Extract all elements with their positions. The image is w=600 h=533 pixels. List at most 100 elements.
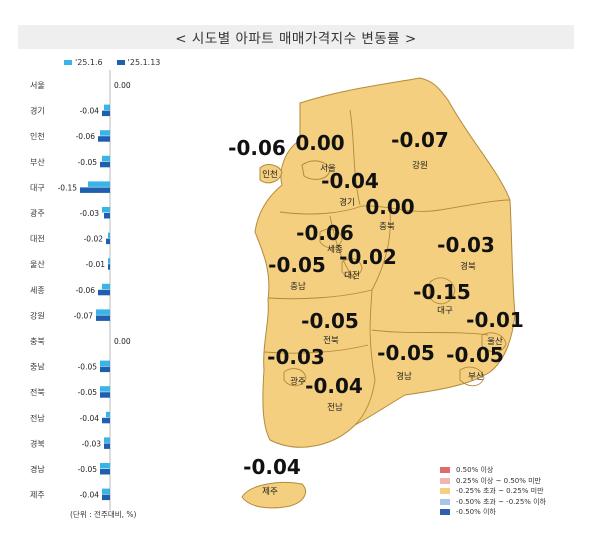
category-label: 경북 — [30, 438, 45, 448]
category-label: 강원 — [30, 310, 45, 320]
bar-series-2 — [80, 187, 110, 193]
daegu-outline — [429, 277, 456, 305]
bar-series-1 — [100, 463, 110, 469]
bar-series-1 — [102, 283, 110, 290]
region-value: -0.05 — [446, 343, 504, 367]
color-legend-item: -0.25% 초과 ~ 0.25% 미만 — [440, 486, 546, 497]
bar-series-1 — [102, 488, 110, 495]
category-label: 부산 — [30, 157, 45, 167]
legend-item-series-2: '25.1.13 — [116, 58, 161, 67]
bar-series-2 — [108, 264, 110, 270]
data-label: -0.06 — [76, 132, 96, 141]
bar-series-2 — [100, 392, 110, 398]
color-legend-label: -0.25% 초과 ~ 0.25% 미만 — [456, 487, 544, 496]
bar-series-1 — [96, 309, 110, 315]
color-legend-swatch — [440, 467, 450, 474]
region-name: 부산 — [468, 371, 484, 382]
chart-title: < 시도별 아파트 매매가격지수 변동률 > — [18, 25, 574, 49]
category-label: 전북 — [30, 387, 45, 397]
legend-label-series-1: '25.1.6 — [75, 58, 103, 67]
data-label: -0.05 — [78, 388, 98, 397]
bar-series-1 — [104, 437, 110, 443]
border-jeolla-gyeongnam — [354, 289, 376, 426]
category-label: 울산 — [30, 259, 45, 269]
bar-series-1 — [88, 181, 110, 187]
series-legend: '25.1.6 '25.1.13 — [64, 58, 160, 67]
region-name: 인천 — [262, 169, 278, 180]
mainland-shape — [254, 77, 516, 448]
legend-swatch-series-1 — [64, 60, 72, 65]
data-label: -0.03 — [82, 439, 102, 448]
region-name: 세종 — [327, 245, 343, 255]
bar-series-1 — [100, 360, 110, 367]
category-label: 충남 — [30, 363, 45, 372]
legend-swatch-series-2 — [116, 60, 125, 65]
region-value: -0.02 — [339, 245, 397, 269]
data-label: -0.02 — [84, 235, 104, 244]
data-label: -0.03 — [80, 209, 100, 218]
region-value: -0.04 — [243, 455, 301, 479]
color-legend-item: -0.50% 이하 — [440, 507, 546, 518]
color-legend: 0.50% 이상 0.25% 이상 ~ 0.50% 미만 -0.25% 초과 ~… — [440, 465, 546, 518]
region-name: 충북 — [379, 222, 395, 232]
region-value: -0.05 — [301, 309, 359, 333]
region-name: 경기 — [339, 197, 355, 208]
border-jeonbuk-jeonnam — [263, 344, 369, 354]
region-value: -0.05 — [268, 253, 326, 277]
region-value: -0.03 — [437, 233, 495, 257]
color-legend-label: 0.50% 이상 — [456, 466, 494, 475]
color-legend-swatch — [440, 488, 450, 495]
region-value: 0.00 — [295, 131, 344, 155]
ulsan-outline — [481, 332, 507, 353]
color-legend-label: 0.25% 이상 ~ 0.50% 미만 — [456, 476, 542, 485]
region-name: 경남 — [396, 371, 412, 382]
border-chungnam-chungbuk — [329, 215, 356, 281]
bar-series-1 — [104, 104, 110, 111]
region-name: 제주 — [262, 487, 278, 497]
bar-series-2 — [98, 289, 110, 296]
data-label: -0.15 — [58, 183, 78, 192]
bar-series-2 — [104, 443, 110, 449]
data-label: 0.00 — [114, 81, 131, 90]
border-gyeonggi-south — [279, 205, 363, 215]
border-gyeonggi-gangwon — [349, 109, 361, 206]
region-value: -0.15 — [413, 280, 471, 304]
bar-series-2 — [96, 315, 110, 321]
category-label: 충북 — [30, 337, 45, 346]
data-label: 0.00 — [114, 337, 131, 346]
region-value: -0.04 — [321, 169, 379, 193]
data-label: -0.05 — [78, 465, 98, 474]
bar-series-1 — [100, 386, 110, 392]
color-legend-swatch — [440, 498, 450, 505]
color-legend-item: 0.25% 이상 ~ 0.50% 미만 — [440, 476, 546, 487]
region-name: 경북 — [460, 261, 476, 272]
category-label: 광주 — [30, 208, 45, 218]
region-value: -0.06 — [296, 221, 354, 245]
region-name: 서울 — [320, 164, 336, 174]
bar-series-2 — [100, 366, 110, 373]
category-label: 세종 — [30, 286, 45, 295]
category-label: 서울 — [30, 81, 45, 90]
bar-series-2 — [100, 469, 110, 475]
category-label: 제주 — [30, 491, 45, 500]
region-name: 대전 — [344, 270, 360, 281]
region-name: 강원 — [412, 160, 428, 171]
bar-series-2 — [104, 213, 110, 219]
region-value: -0.01 — [466, 308, 524, 332]
legend-label-series-2: '25.1.13 — [127, 58, 161, 67]
color-legend-label: -0.50% 초과 ~ -0.25% 이하 — [456, 497, 547, 506]
region-value: -0.05 — [377, 341, 435, 365]
legend-item-series-1: '25.1.6 — [64, 58, 103, 67]
data-label: -0.05 — [78, 158, 98, 167]
category-label: 대전 — [30, 234, 45, 244]
color-legend-item: -0.50% 초과 ~ -0.25% 이하 — [440, 497, 546, 508]
bar-series-1 — [108, 232, 110, 239]
border-gyeongbuk-gyeongnam — [371, 329, 489, 336]
seoul-shape — [301, 160, 331, 180]
category-label: 경기 — [30, 106, 45, 116]
bar-series-2 — [102, 417, 110, 424]
region-value: -0.03 — [267, 345, 325, 369]
category-label: 전남 — [30, 413, 45, 423]
region-value: -0.06 — [228, 136, 286, 160]
border-chungbuk-gyeongbuk2 — [371, 211, 391, 291]
